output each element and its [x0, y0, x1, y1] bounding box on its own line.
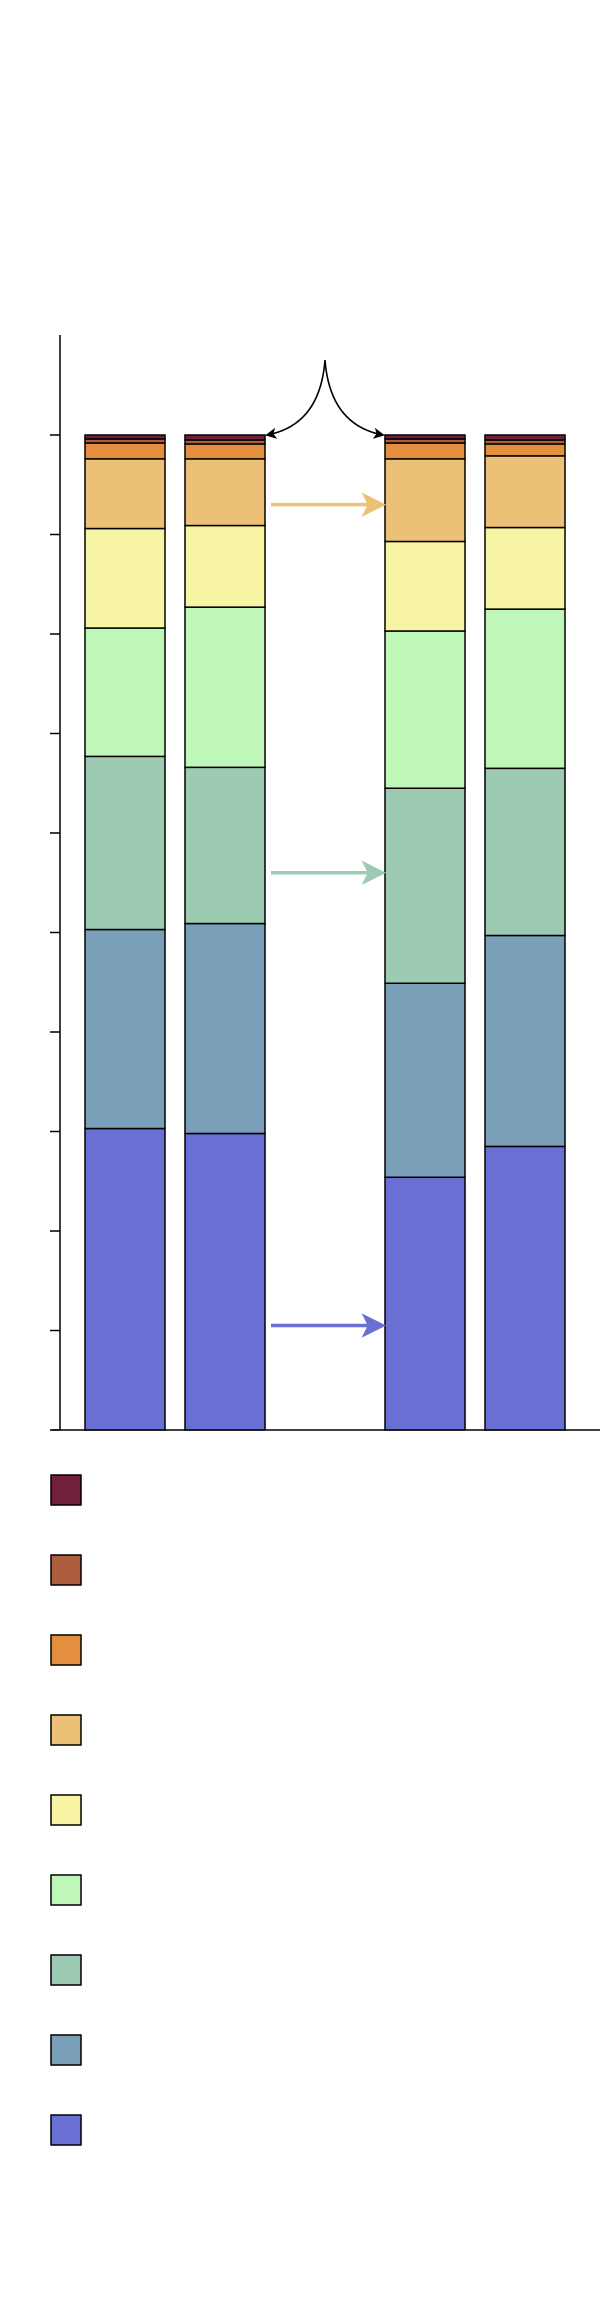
bar-3-segment-3	[384, 787, 466, 984]
bar-3-segment-7	[384, 442, 466, 460]
bar-2-segment-2	[184, 922, 266, 1135]
bar-4-segment-5	[484, 526, 566, 610]
bar-2-segment-9	[184, 434, 266, 441]
bar-3-segment-2	[384, 982, 466, 1179]
bar-1-segment-3	[84, 755, 166, 931]
bar-1-segment-5	[84, 527, 166, 629]
legend-swatch-1	[50, 1474, 82, 1506]
bar-4-segment-6	[484, 455, 566, 529]
bar-2-segment-4	[184, 606, 266, 769]
bar-3-segment-1	[384, 1176, 466, 1431]
bar-4-segment-7	[484, 443, 566, 457]
bar-1-segment-6	[84, 458, 166, 530]
bar-3-segment-9	[384, 434, 466, 440]
bar-1-segment-9	[84, 434, 166, 440]
bar-4-segment-4	[484, 608, 566, 770]
legend-swatch-8	[50, 2034, 82, 2066]
bar-4-segment-2	[484, 934, 566, 1148]
legend-swatch-6	[50, 1874, 82, 1906]
bar-1-segment-2	[84, 928, 166, 1130]
curved-double-arrow-annotation	[265, 359, 385, 439]
bar-1-segment-7	[84, 442, 166, 460]
bar-4-segment-9	[484, 434, 566, 441]
legend-swatch-2	[50, 1554, 82, 1586]
bar-2-segment-7	[184, 443, 266, 460]
bar-2-segment-3	[184, 766, 266, 925]
legend-swatch-7	[50, 1954, 82, 1986]
bar-3-segment-6	[384, 458, 466, 543]
bar-3-segment-5	[384, 540, 466, 632]
bar-2-segment-5	[184, 524, 266, 608]
bar-1-segment-1	[84, 1127, 166, 1431]
bar-2-segment-1	[184, 1132, 266, 1431]
legend-swatch-4	[50, 1714, 82, 1746]
bar-4-segment-1	[484, 1145, 566, 1431]
legend-swatch-3	[50, 1634, 82, 1666]
bar-3-segment-4	[384, 630, 466, 789]
bar-4-segment-3	[484, 767, 566, 937]
legend-swatch-5	[50, 1794, 82, 1826]
bar-1-segment-4	[84, 627, 166, 758]
bar-2-segment-6	[184, 458, 266, 527]
legend-swatch-9	[50, 2114, 82, 2146]
